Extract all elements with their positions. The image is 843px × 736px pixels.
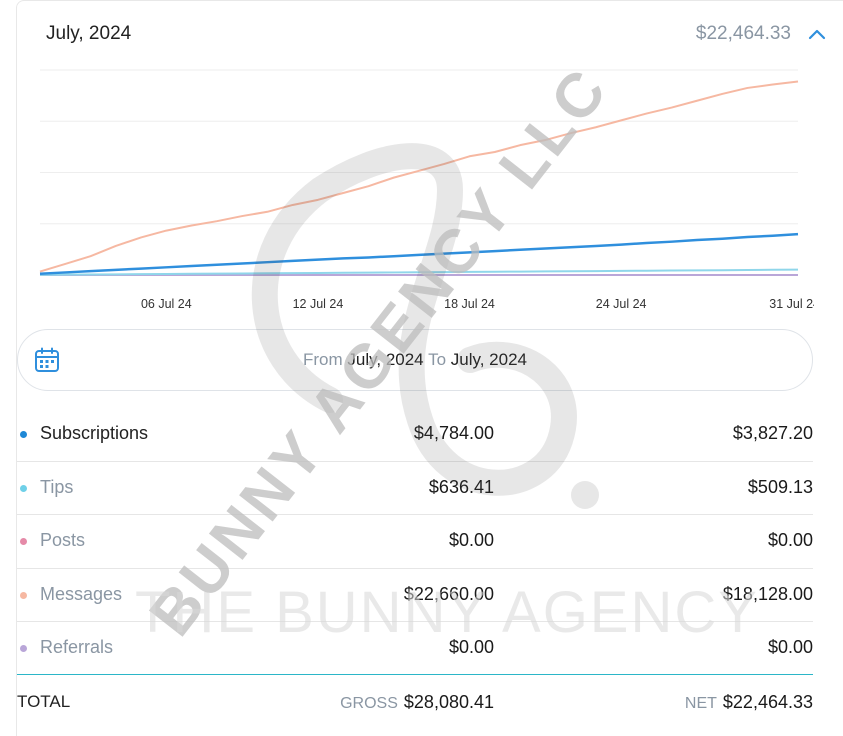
row-gross: $636.41 [428,476,494,497]
x-tick-label: 31 Jul 24 [769,297,814,311]
row-label: Posts [40,530,86,550]
row-subscriptions: Subscriptions $4,784.00 $3,827.20 [17,408,813,462]
row-label: Messages [40,583,123,604]
row-net: $0.00 [767,637,813,657]
series-dot [20,431,27,438]
gross-caption: GROSS [340,695,398,712]
calendar-icon[interactable] [34,347,60,373]
net-caption: NET [684,695,717,712]
period-title: July, 2024 [46,23,132,44]
row-posts: Posts $0.00 $0.00 [17,515,813,569]
chevron-up-icon[interactable] [805,23,829,47]
x-tick-label: 12 Jul 24 [293,297,344,311]
series-dot [20,591,27,599]
row-messages: Messages $22,660.00 $18,128.00 [17,569,813,622]
total-row: TOTAL GROSS $28,080.41 NET $22,464.33 [17,688,813,718]
row-gross: $22,660.00 [403,583,494,604]
to-value: July, 2024 [450,350,527,369]
row-net: $18,128.00 [722,583,813,604]
earnings-card: July, 2024 $22,464.33 [16,0,843,736]
row-label: Referrals [40,637,114,657]
series-line-subscriptions[interactable] [39,232,799,275]
series-dot [20,645,27,652]
series-line-messages[interactable] [39,80,799,273]
series-dot [20,484,27,492]
period-total: $22,464.33 [695,23,791,44]
row-net: $509.13 [747,476,813,497]
row-gross: $4,784.00 [413,423,494,443]
row-label: Subscriptions [40,423,149,443]
row-net: $0.00 [767,530,813,550]
total-net: NET $22,464.33 [685,692,813,713]
series-line-tips[interactable] [39,268,799,276]
row-net: $3,827.20 [732,423,813,443]
total-divider [17,674,813,675]
date-range-picker[interactable]: From July, 2024 To July, 2024 [17,329,813,391]
total-net-value: $22,464.33 [722,692,813,712]
total-gross: GROSS $28,080.41 [340,692,494,713]
from-value: July, 2024 [347,350,424,369]
date-range-text: From July, 2024 To July, 2024 [18,350,812,370]
total-gross-value: $28,080.41 [403,692,494,712]
x-tick-label: 24 Jul 24 [596,297,647,311]
x-tick-label: 18 Jul 24 [444,297,495,311]
row-gross: $0.00 [448,530,494,550]
row-label: Tips [40,476,74,497]
row-tips: Tips $636.41 $509.13 [17,462,813,515]
from-label: From [303,350,343,369]
to-label: To [428,350,447,369]
earnings-line-chart: 06 Jul 24 12 Jul 24 18 Jul 24 24 Jul 24 31 J… [39,69,814,311]
row-referrals: Referrals $0.00 $0.00 [17,622,813,676]
x-tick-label: 06 Jul 24 [141,297,192,311]
total-label: TOTAL [17,692,71,711]
earnings-breakdown-list: Subscriptions $4,784.00 $3,827.20 Tips $… [17,408,813,676]
row-gross: $0.00 [448,637,494,657]
series-dot [20,538,27,545]
